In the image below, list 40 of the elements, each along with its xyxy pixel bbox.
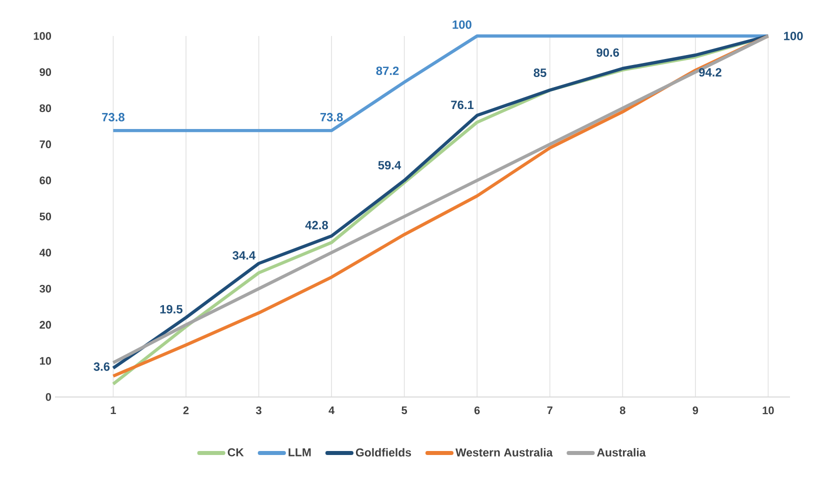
data-label: 76.1 bbox=[451, 100, 474, 110]
legend-label: CK bbox=[228, 448, 244, 456]
y-tick-label: 30 bbox=[40, 284, 52, 293]
x-tick-label: 3 bbox=[256, 406, 262, 414]
x-tick-label: 2 bbox=[183, 406, 189, 414]
y-tick-label: 40 bbox=[39, 248, 52, 256]
data-label: 90.6 bbox=[596, 48, 620, 57]
data-label: 85 bbox=[534, 68, 546, 77]
data-label: 94.2 bbox=[699, 68, 722, 77]
data-label: 73.8 bbox=[320, 112, 343, 122]
y-tick-label: 60 bbox=[40, 176, 52, 184]
y-tick-label: 100 bbox=[34, 32, 52, 40]
data-label: 100 bbox=[784, 32, 803, 40]
legend-label: LLM bbox=[288, 448, 311, 456]
y-tick-label: 80 bbox=[40, 104, 52, 112]
data-label: 19.5 bbox=[160, 304, 182, 314]
data-label: 59.4 bbox=[378, 160, 402, 170]
y-tick-label: 10 bbox=[40, 357, 52, 365]
legend-label: Goldfields bbox=[356, 448, 412, 457]
data-label: 42.8 bbox=[305, 220, 328, 230]
legend-label: Australia bbox=[597, 448, 646, 457]
data-label: 73.8 bbox=[102, 112, 124, 122]
x-tick-label: 8 bbox=[620, 406, 626, 414]
data-label: 3.6 bbox=[94, 362, 110, 371]
data-label: 34.4 bbox=[232, 251, 256, 260]
y-tick-label: 20 bbox=[40, 320, 52, 329]
x-tick-label: 4 bbox=[328, 406, 335, 414]
legend-label: Western Australia bbox=[456, 448, 553, 457]
x-tick-label: 6 bbox=[474, 406, 480, 414]
x-tick-label: 10 bbox=[762, 406, 774, 414]
data-label: 100 bbox=[452, 20, 472, 29]
x-tick-label: 7 bbox=[547, 406, 552, 414]
data-label: 87.2 bbox=[376, 66, 399, 76]
y-tick-label: 0 bbox=[46, 393, 52, 401]
y-tick-label: 90 bbox=[40, 68, 52, 76]
x-tick-label: 1 bbox=[110, 406, 116, 414]
y-tick-label: 70 bbox=[40, 140, 52, 148]
y-tick-label: 50 bbox=[40, 212, 52, 220]
x-tick-label: 5 bbox=[402, 406, 408, 414]
x-tick-label: 9 bbox=[692, 406, 698, 414]
